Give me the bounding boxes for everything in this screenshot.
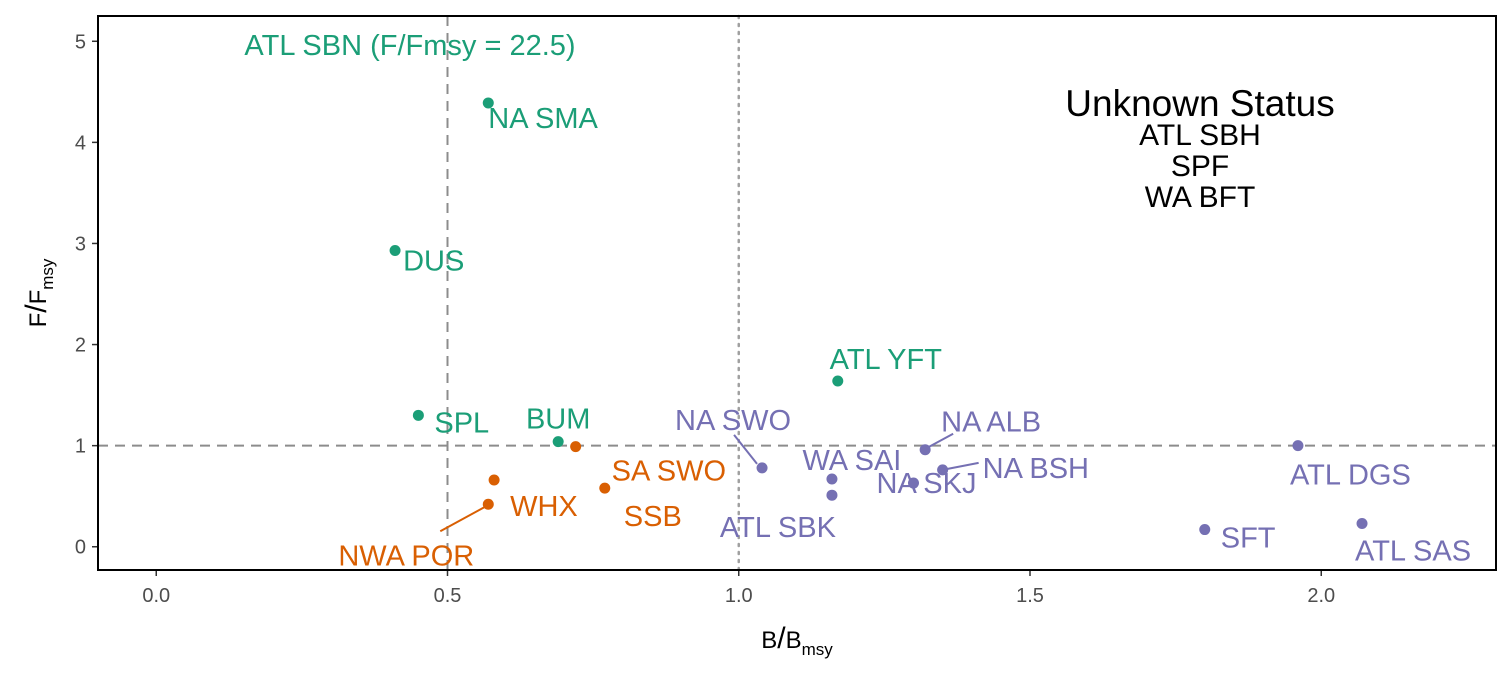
point-label: ATL DGS bbox=[1290, 460, 1411, 492]
x-axis-title: B/Bmsy bbox=[761, 622, 833, 659]
data-point bbox=[482, 97, 494, 109]
unknown-status-item: SPF bbox=[1171, 150, 1229, 183]
y-tick-label: 4 bbox=[75, 132, 86, 154]
label-connector bbox=[439, 506, 485, 533]
x-tick-label: 0.0 bbox=[142, 585, 170, 607]
data-point bbox=[599, 482, 611, 494]
unknown-status-item: WA BFT bbox=[1145, 181, 1256, 214]
y-tick-label: 3 bbox=[75, 233, 86, 255]
label-connector bbox=[947, 461, 979, 470]
point-label: NWA POR bbox=[338, 540, 474, 572]
data-point bbox=[832, 375, 844, 387]
data-point bbox=[1199, 524, 1211, 536]
y-tick-label: 1 bbox=[75, 436, 86, 458]
point-label: DUS bbox=[403, 246, 464, 278]
point-label: SA SWO bbox=[612, 456, 726, 488]
data-point bbox=[937, 464, 949, 476]
data-point bbox=[389, 245, 401, 257]
data-point bbox=[552, 436, 564, 448]
data-point bbox=[1292, 440, 1304, 452]
x-axis: 0.0 0.5 1.0 1.5 2.0 B/Bmsy bbox=[142, 570, 1335, 659]
point-label: WA SAI bbox=[803, 445, 902, 477]
label-connector bbox=[928, 432, 954, 448]
x-tick-label: 2.0 bbox=[1307, 585, 1335, 607]
annotations: ATL SBN (F/Fmsy = 22.5) Unknown StatusATL… bbox=[244, 30, 1334, 214]
data-point bbox=[756, 462, 768, 474]
point-label: ATL SAS bbox=[1355, 535, 1471, 567]
label-connectors bbox=[439, 432, 979, 533]
point-label: NA ALB bbox=[941, 407, 1041, 439]
unknown-status-item: ATL SBH bbox=[1139, 119, 1261, 152]
point-label: ATL SBK bbox=[720, 512, 837, 544]
point-label: NA SMA bbox=[488, 103, 598, 135]
point-label: NA SKJ bbox=[877, 468, 977, 500]
x-tick-label: 0.5 bbox=[434, 585, 462, 607]
point-label: BUM bbox=[526, 404, 590, 436]
y-axis: 0 1 2 3 4 5 F/Fmsy bbox=[20, 31, 98, 559]
point-label: SFT bbox=[1221, 523, 1276, 555]
y-tick-label: 5 bbox=[75, 31, 86, 53]
data-point bbox=[919, 444, 931, 456]
y-tick-label: 2 bbox=[75, 335, 86, 357]
point-label: SSB bbox=[624, 501, 682, 533]
data-point bbox=[488, 474, 500, 486]
plot-panel-border bbox=[97, 15, 1497, 571]
reference-lines bbox=[98, 14, 1496, 572]
point-label: SPL bbox=[434, 407, 489, 439]
point-label: ATL YFT bbox=[830, 344, 943, 376]
data-point bbox=[908, 477, 919, 489]
data-point bbox=[1356, 517, 1368, 529]
data-point bbox=[570, 441, 582, 453]
data-point bbox=[412, 409, 424, 421]
x-tick-label: 1.0 bbox=[725, 585, 753, 607]
y-axis-title: F/Fmsy bbox=[20, 258, 57, 327]
point-labels: NA SMA DUS SPL BUM ATL YFT SA SWO WHX NWA POR SS… bbox=[338, 103, 1471, 572]
offscale-annotation: ATL SBN (F/Fmsy = 22.5) bbox=[244, 30, 575, 62]
data-point bbox=[826, 473, 838, 485]
label-connector bbox=[733, 434, 758, 465]
data-points bbox=[389, 97, 1368, 536]
x-tick-label: 1.5 bbox=[1016, 585, 1044, 607]
data-point bbox=[482, 498, 494, 510]
data-point bbox=[826, 489, 838, 501]
point-label: WHX bbox=[510, 491, 578, 523]
point-label: NA SWO bbox=[675, 405, 791, 437]
unknown-status-title: Unknown Status bbox=[1065, 83, 1334, 124]
point-label: NA BSH bbox=[983, 453, 1089, 485]
y-tick-label: 0 bbox=[75, 537, 86, 559]
